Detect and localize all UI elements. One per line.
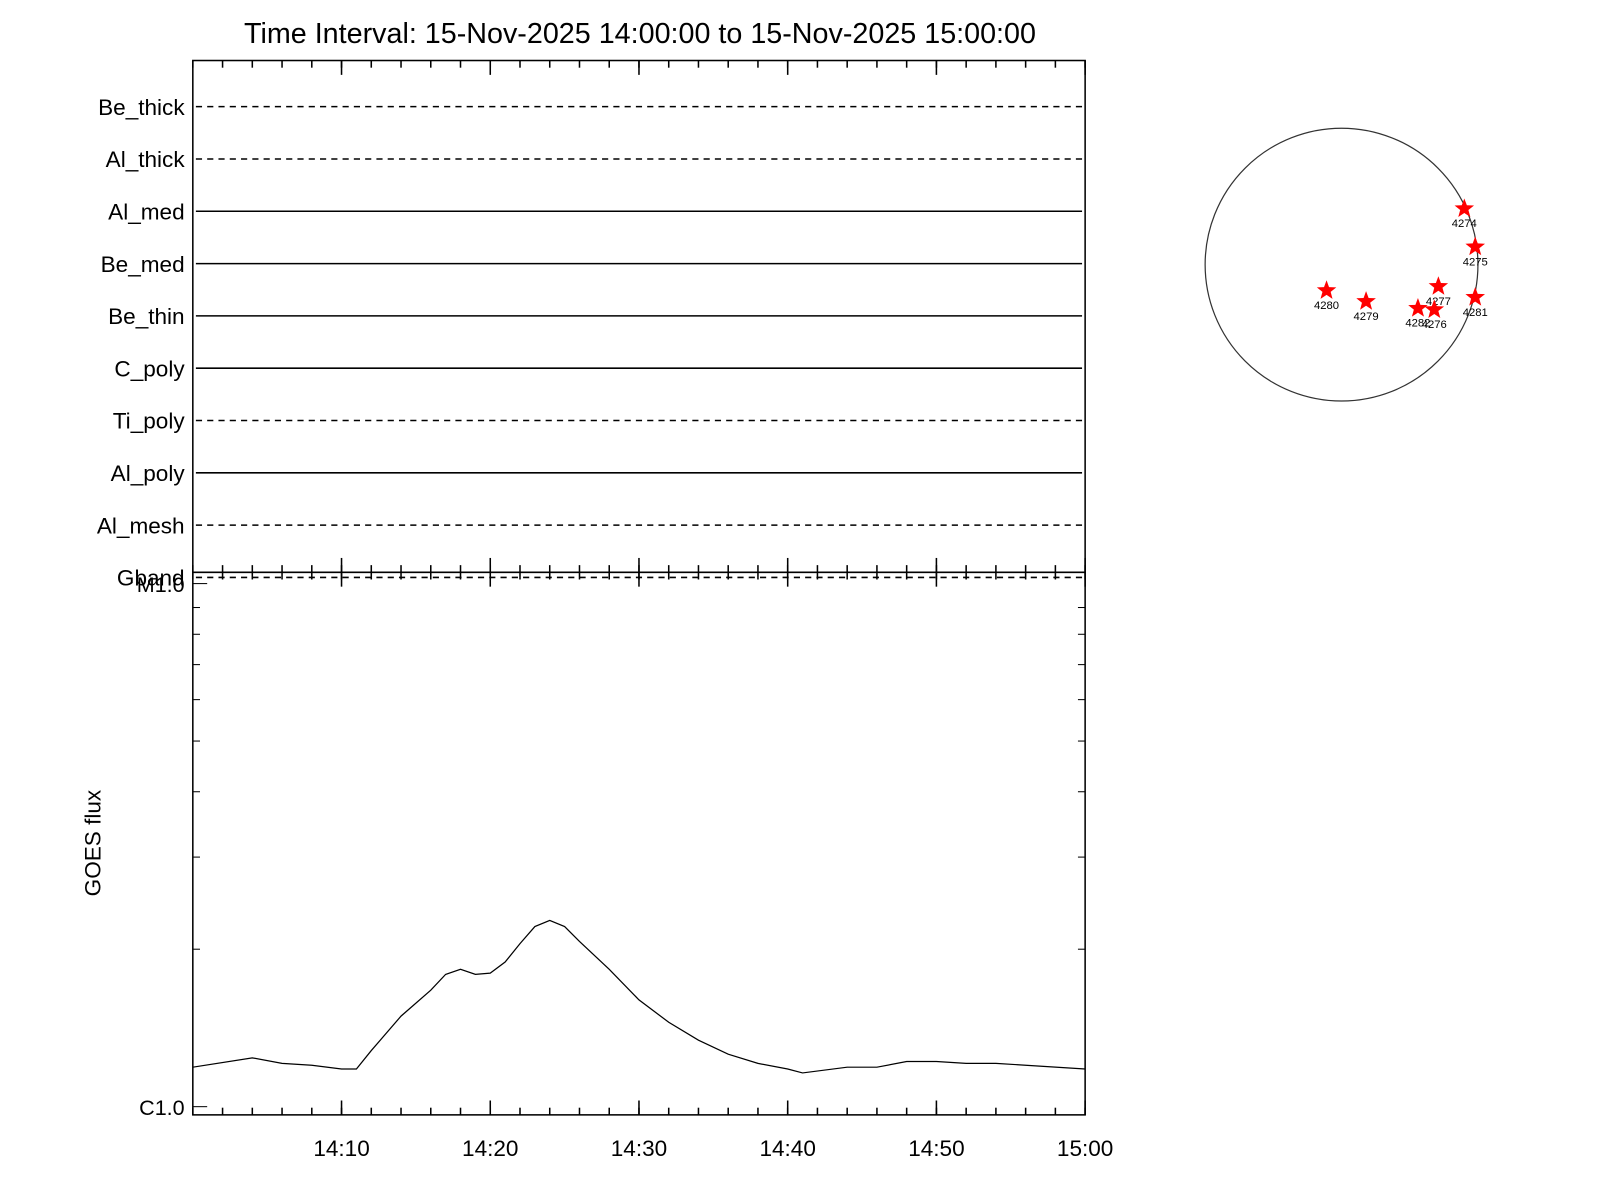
filter-label: Be_thin xyxy=(108,304,184,329)
x-tick-label: 14:20 xyxy=(462,1136,518,1161)
region-label: 4279 xyxy=(1354,311,1379,323)
goes-flux-line xyxy=(192,919,1086,1074)
x-tick-label: 14:40 xyxy=(759,1136,815,1161)
filter-label: Be_thick xyxy=(98,95,185,120)
filter-label: Al_mesh xyxy=(97,513,185,538)
region-label: 4280 xyxy=(1314,300,1339,312)
region-label: 4274 xyxy=(1452,218,1477,230)
x-tick-label: 15:00 xyxy=(1057,1136,1113,1161)
filter-label: C_poly xyxy=(114,356,185,381)
filter-label: Ti_poly xyxy=(113,409,186,434)
chart-title: Time Interval: 15-Nov-2025 14:00:00 to 1… xyxy=(244,18,1036,50)
x-tick-label: 14:50 xyxy=(908,1136,964,1161)
region-marker xyxy=(1465,236,1486,256)
region-label: 4275 xyxy=(1463,256,1488,268)
region-marker xyxy=(1428,276,1449,295)
region-marker xyxy=(1408,298,1428,317)
x-tick-label: 14:10 xyxy=(313,1136,369,1161)
y-tick-label: M1.0 xyxy=(137,573,185,597)
region-marker xyxy=(1356,291,1376,310)
region-label: 4281 xyxy=(1463,307,1488,319)
filter-label: Al_thick xyxy=(106,147,186,172)
region-label: 4282 xyxy=(1405,318,1430,330)
filter-label: Gband xyxy=(117,566,185,591)
filter-label: Al_med xyxy=(108,199,184,224)
region-label: 4277 xyxy=(1426,296,1451,308)
goes-panel-frame xyxy=(192,571,1086,1116)
region-marker xyxy=(1424,299,1445,318)
region-marker xyxy=(1316,280,1337,299)
region-marker xyxy=(1454,198,1475,218)
filter-label: Al_poly xyxy=(111,461,186,486)
solar-disk xyxy=(1204,127,1479,402)
region-label: 4276 xyxy=(1422,319,1447,331)
region-marker xyxy=(1465,287,1486,306)
y-tick-label: C1.0 xyxy=(139,1096,184,1120)
x-tick-label: 14:30 xyxy=(611,1136,667,1161)
filter-label: Be_med xyxy=(101,252,185,277)
y-axis-label: GOES flux xyxy=(81,789,106,896)
